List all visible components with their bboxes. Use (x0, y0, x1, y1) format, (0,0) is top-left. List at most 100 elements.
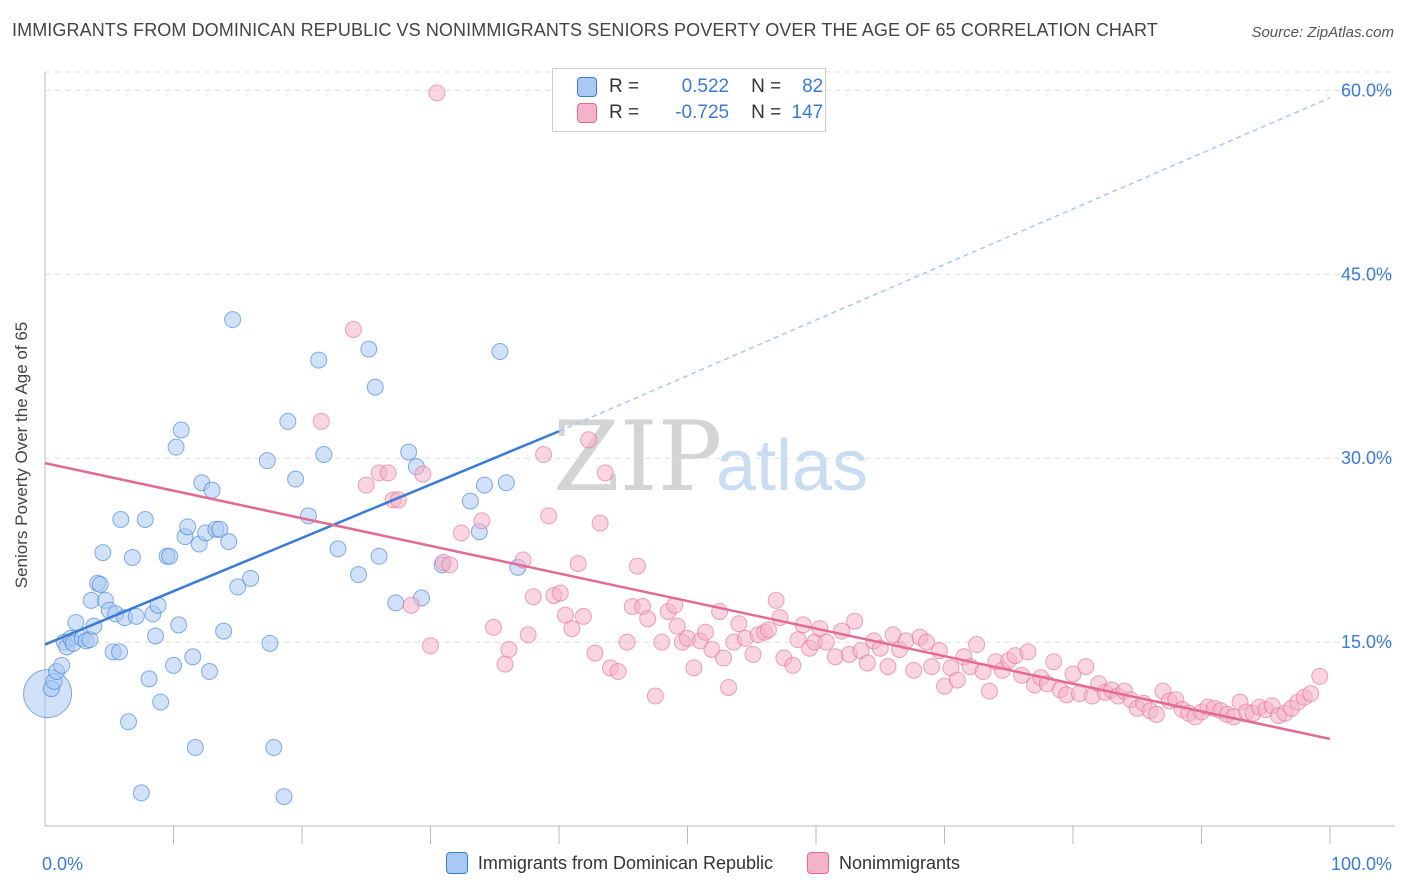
legend-swatch-pink (807, 852, 830, 874)
data-point-nonimmigrants (569, 555, 587, 573)
stats-n-value: 147 (791, 102, 824, 123)
data-point-nonimmigrants (1064, 665, 1082, 683)
data-point-nonimmigrants (703, 640, 721, 658)
legend-item-immigrants[interactable]: Immigrants from Dominican Republic (445, 852, 773, 874)
data-point-nonimmigrants (968, 636, 986, 654)
legend: Immigrants from Dominican Republic Nonim… (0, 852, 1406, 874)
stats-row-blue: R = 0.522 N = 82 (577, 76, 823, 98)
legend-item-nonimmigrants[interactable]: Nonimmigrants (807, 852, 960, 874)
data-point-immigrants (366, 378, 384, 396)
chart-title: IMMIGRANTS FROM DOMINICAN REPUBLIC VS NO… (12, 20, 1158, 40)
data-point-immigrants (186, 739, 204, 757)
data-point-nonimmigrants (618, 633, 636, 651)
data-point-immigrants (123, 549, 141, 567)
data-point-nonimmigrants (720, 678, 738, 696)
trendline-immigrants-extension (558, 97, 1331, 432)
stats-r-label: R = (609, 102, 640, 123)
data-point-nonimmigrants (1311, 667, 1329, 685)
data-point-immigrants (461, 492, 479, 510)
data-point-immigrants (315, 446, 333, 464)
data-point-nonimmigrants (312, 412, 330, 430)
data-point-immigrants (370, 547, 388, 565)
data-point-nonimmigrants (580, 431, 598, 449)
data-point-nonimmigrants (730, 615, 748, 633)
source-label: Source: ZipAtlas.com (1251, 24, 1394, 41)
data-point-nonimmigrants (441, 556, 459, 574)
data-point-immigrants (497, 474, 515, 492)
data-point-nonimmigrants (1045, 653, 1063, 671)
data-point-nonimmigrants (784, 656, 802, 674)
stats-swatch-pink (577, 103, 597, 123)
data-point-immigrants (310, 351, 328, 369)
data-point-nonimmigrants (685, 659, 703, 677)
data-point-nonimmigrants (858, 654, 876, 672)
data-point-immigrants (172, 421, 190, 439)
data-point-immigrants (475, 476, 493, 494)
data-point-nonimmigrants (591, 514, 609, 532)
data-point-immigrants (179, 518, 197, 536)
data-point-nonimmigrants (767, 591, 785, 609)
data-point-immigrants (140, 670, 158, 688)
data-point-nonimmigrants (1148, 705, 1166, 723)
data-point-nonimmigrants (879, 658, 897, 676)
data-point-immigrants (211, 520, 229, 538)
data-point-nonimmigrants (1019, 643, 1037, 661)
y-tick-label: 45.0% (1341, 264, 1392, 284)
data-point-immigrants (200, 663, 218, 681)
data-point-nonimmigrants (817, 633, 835, 651)
data-point-nonimmigrants (918, 633, 936, 651)
stats-row-pink: R = -0.725 N = 147 (577, 102, 823, 124)
y-tick-label: 60.0% (1341, 80, 1392, 100)
data-point-immigrants (400, 443, 418, 461)
stats-n-label: N = (751, 102, 782, 123)
stats-r-value: -0.725 (675, 102, 730, 123)
watermark-atlas: atlas (716, 426, 868, 506)
data-point-nonimmigrants (428, 84, 446, 102)
data-point-immigrants (224, 311, 242, 329)
stats-n-label: N = (751, 76, 782, 97)
data-point-immigrants (127, 607, 145, 625)
y-tick-label: 30.0% (1341, 448, 1392, 468)
data-point-nonimmigrants (653, 633, 671, 651)
data-point-nonimmigrants (551, 584, 569, 602)
data-point-nonimmigrants (759, 621, 777, 639)
data-point-nonimmigrants (402, 596, 420, 614)
data-point-immigrants (265, 739, 283, 757)
data-point-immigrants (82, 591, 100, 609)
data-point-immigrants (279, 412, 297, 430)
data-point-nonimmigrants (357, 476, 375, 494)
data-point-immigrants (53, 656, 71, 674)
data-point-nonimmigrants (826, 648, 844, 666)
data-point-immigrants (167, 438, 185, 456)
data-point-nonimmigrants (422, 637, 439, 655)
data-point-nonimmigrants (628, 557, 646, 575)
data-point-nonimmigrants (452, 524, 470, 542)
data-point-immigrants (258, 452, 276, 470)
data-point-immigrants (120, 713, 138, 731)
data-point-nonimmigrants (596, 464, 614, 482)
data-point-immigrants (111, 643, 129, 661)
data-point-immigrants (203, 481, 221, 499)
data-point-nonimmigrants (646, 687, 664, 705)
trendline-immigrants (44, 430, 560, 646)
data-point-nonimmigrants (519, 626, 537, 644)
data-point-nonimmigrants (714, 649, 732, 667)
x-tick-label: 100.0% (1331, 854, 1392, 874)
data-point-immigrants (287, 470, 305, 488)
data-point-nonimmigrants (923, 658, 941, 676)
data-point-nonimmigrants (500, 640, 518, 658)
data-point-nonimmigrants (846, 612, 864, 630)
stats-r-label: R = (609, 76, 640, 97)
data-point-nonimmigrants (668, 617, 686, 635)
data-point-immigrants (491, 343, 509, 361)
data-point-immigrants (350, 566, 368, 584)
data-point-nonimmigrants (414, 465, 432, 483)
data-point-nonimmigrants (1302, 685, 1320, 703)
data-point-immigrants (161, 547, 179, 565)
stats-box: R = 0.522 N = 82 R = -0.725 N = 147 (552, 68, 826, 132)
data-point-nonimmigrants (980, 682, 998, 700)
data-point-immigrants (91, 575, 109, 593)
data-point-immigrants (261, 634, 279, 652)
data-point-nonimmigrants (535, 446, 553, 464)
data-point-nonimmigrants (574, 607, 592, 625)
